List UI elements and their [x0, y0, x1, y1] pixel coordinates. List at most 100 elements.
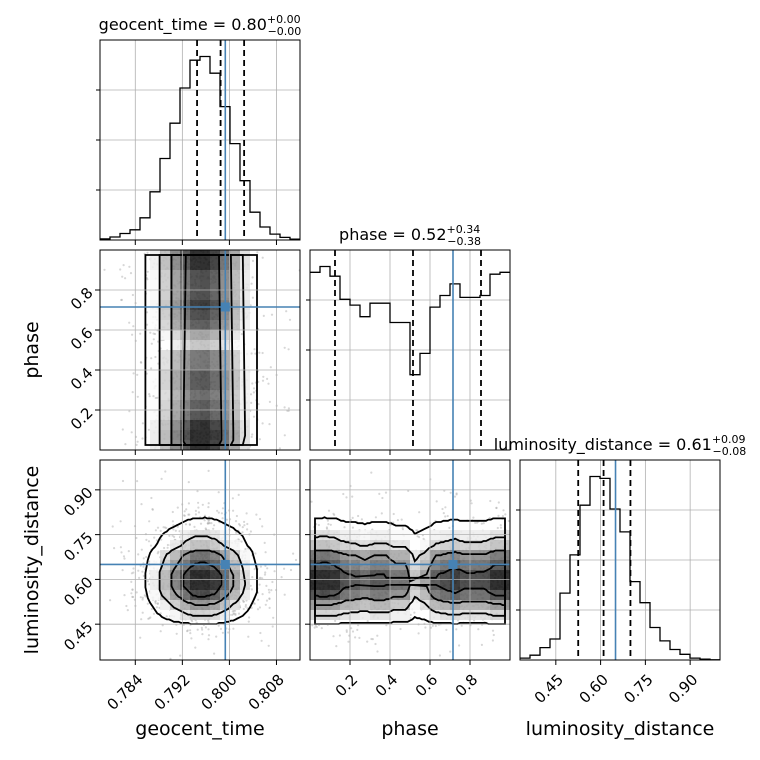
sample-point: [488, 517, 491, 520]
sample-point: [261, 351, 264, 355]
sample-point: [249, 584, 252, 587]
sample-point: [140, 618, 143, 621]
density-cell: [160, 580, 170, 590]
density-cell: [240, 320, 250, 330]
density-cell: [200, 330, 210, 340]
contour-line: [314, 561, 506, 598]
density-cell: [240, 350, 250, 360]
sample-point: [287, 348, 290, 351]
density-cell: [410, 550, 420, 560]
sample-point: [165, 526, 168, 530]
sample-point: [267, 588, 270, 591]
sample-point: [165, 615, 168, 618]
sample-point: [145, 538, 148, 542]
sample-point: [320, 627, 323, 630]
density-cell: [470, 590, 480, 600]
density-cell: [160, 590, 170, 600]
sample-point: [250, 435, 253, 438]
sample-point: [334, 619, 337, 623]
density-cell: [420, 590, 430, 600]
density-cell: [170, 290, 180, 300]
sample-point: [261, 593, 264, 596]
density-cell: [330, 550, 340, 560]
sample-point: [216, 509, 219, 512]
sample-point: [130, 431, 133, 434]
sample-point: [207, 502, 210, 505]
sample-point: [146, 602, 149, 605]
sample-point: [264, 571, 267, 574]
density-cell: [370, 590, 380, 600]
sample-point: [149, 544, 153, 547]
density-cell: [190, 260, 200, 270]
sample-point: [273, 570, 276, 573]
density-cell: [350, 570, 360, 580]
density-cell: [490, 600, 500, 610]
sample-point: [448, 526, 451, 530]
density-cell: [190, 550, 200, 560]
sample-point: [264, 603, 267, 606]
sample-point: [497, 514, 500, 517]
sample-point: [227, 631, 230, 634]
contour-line: [314, 535, 506, 617]
sample-point: [157, 550, 160, 554]
sample-point: [335, 645, 338, 648]
sample-point: [232, 613, 235, 616]
contours-luminosity_distance-vs-geocent_time: [144, 516, 258, 625]
sample-point: [128, 321, 131, 324]
sample-point: [263, 541, 266, 545]
density-cell: [420, 550, 430, 560]
sample-point: [156, 526, 160, 529]
sample-point: [140, 361, 143, 364]
density-cell: [490, 540, 500, 550]
sample-point: [137, 553, 140, 556]
sample-point: [271, 580, 274, 584]
density-cell: [450, 580, 460, 590]
density-cell: [340, 610, 350, 620]
sample-point: [176, 506, 179, 509]
sample-point: [243, 524, 246, 527]
sample-point: [197, 501, 200, 504]
sample-point: [225, 518, 228, 521]
density-cell: [170, 260, 180, 270]
sample-point: [121, 428, 124, 431]
density-cell: [370, 610, 380, 620]
sample-point: [124, 277, 127, 280]
density-cell: [190, 280, 200, 290]
sample-point: [131, 333, 134, 336]
density-cell: [160, 400, 170, 410]
density-cell: [150, 420, 160, 430]
density-cell: [480, 540, 490, 550]
density-cell: [230, 280, 240, 290]
density-cell: [210, 360, 220, 370]
sample-point: [246, 528, 249, 531]
sample-point: [130, 580, 133, 584]
sample-point: [431, 624, 434, 628]
density-cell: [320, 540, 330, 550]
density-cell: [160, 270, 170, 280]
sample-point: [351, 495, 354, 498]
sample-point: [310, 500, 313, 503]
density-cell: [200, 590, 210, 600]
sample-point: [418, 511, 421, 514]
density-cell: [230, 260, 240, 270]
density-cell: [460, 590, 470, 600]
density-cell: [200, 430, 210, 440]
sample-point: [263, 573, 267, 576]
sample-point: [351, 516, 354, 520]
density-cell: [190, 290, 200, 300]
sample-point: [250, 401, 253, 404]
sample-point: [261, 256, 264, 259]
density-cell: [190, 340, 200, 350]
density-cell: [160, 410, 170, 420]
sample-point: [187, 513, 190, 516]
density-cell: [480, 580, 490, 590]
sample-point: [136, 373, 139, 376]
density-cell: [170, 340, 180, 350]
density-cell: [190, 390, 200, 400]
sample-point: [237, 493, 240, 496]
sample-point: [145, 555, 148, 559]
sample-point: [257, 403, 260, 406]
sample-point: [413, 611, 416, 614]
density-cell: [170, 360, 180, 370]
